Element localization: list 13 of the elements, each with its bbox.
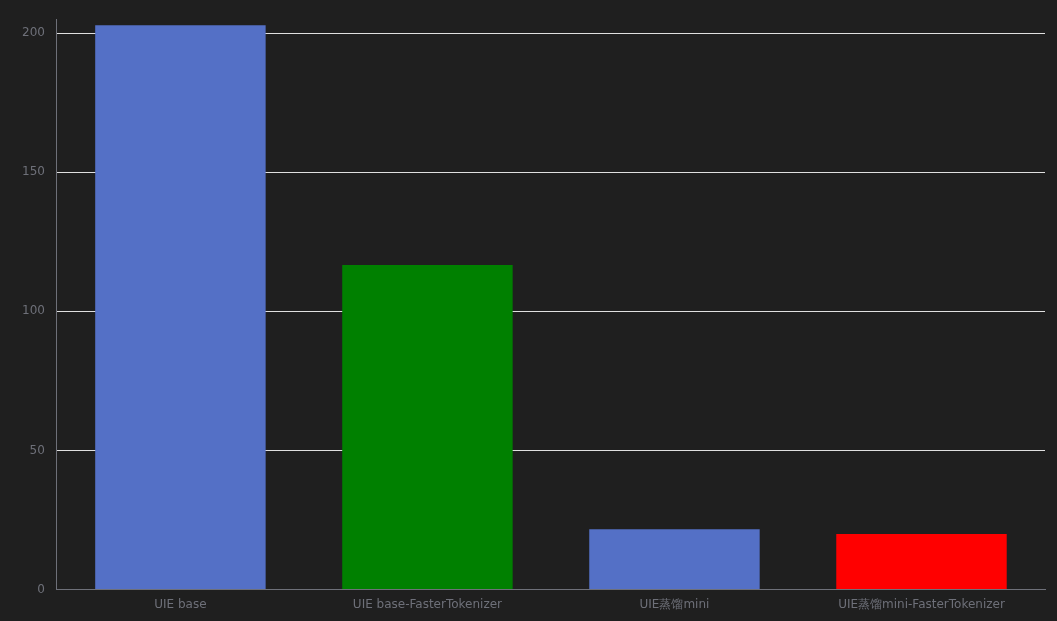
- y-tick-label: 200: [22, 25, 45, 40]
- y-tick-label: 100: [22, 303, 45, 318]
- x-tick-label: UIE base-FasterTokenizer: [352, 596, 503, 611]
- x-tick-label: UIE蒸馏mini: [639, 596, 710, 611]
- y-tick-label: 0: [37, 581, 45, 596]
- bar: [95, 25, 266, 590]
- x-tick-label: UIE蒸馏mini-FasterTokenizer: [838, 596, 1005, 611]
- y-tick-label: 50: [29, 442, 45, 457]
- bar: [342, 264, 513, 590]
- x-tick-label: UIE base: [154, 596, 207, 611]
- bar: [589, 529, 760, 590]
- y-tick-label: 150: [22, 164, 45, 179]
- bar: [836, 533, 1007, 590]
